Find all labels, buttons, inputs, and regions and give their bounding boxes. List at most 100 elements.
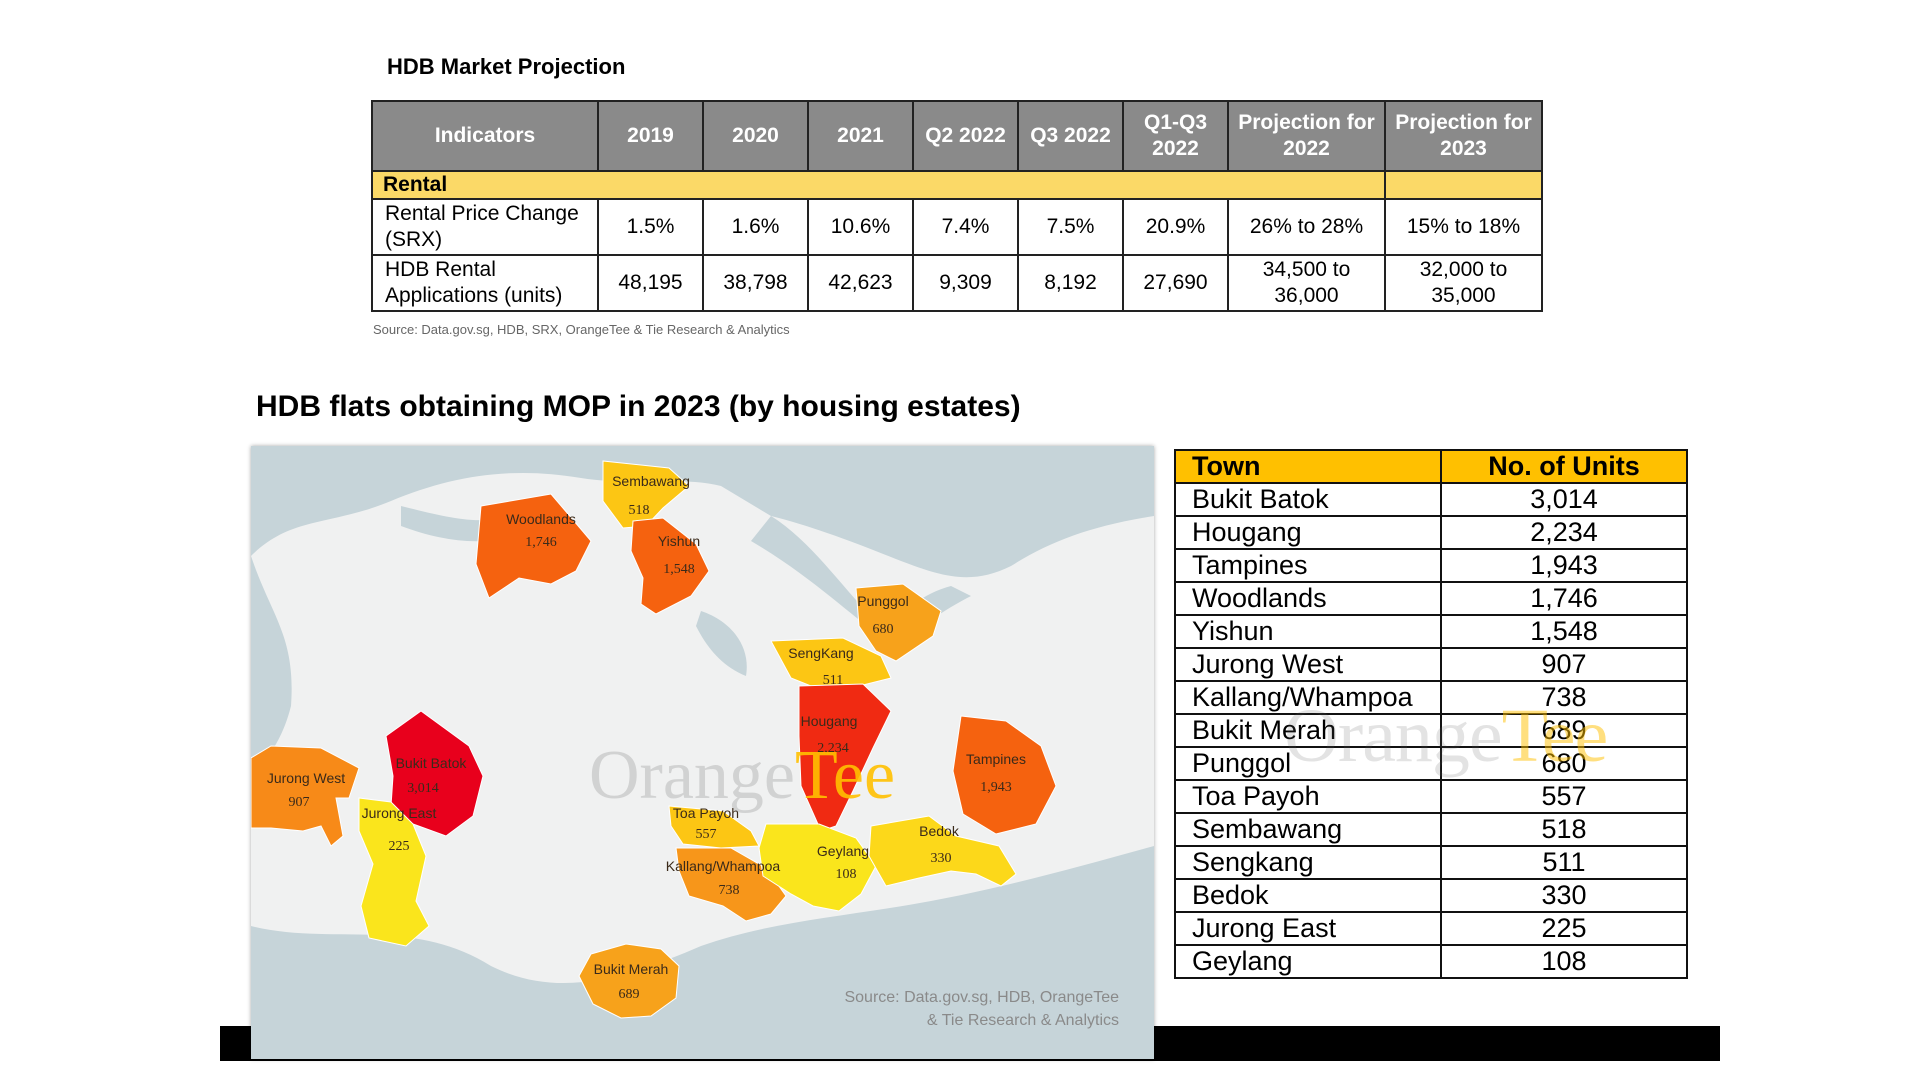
projection-table: Indicators 2019 2020 2021 Q2 2022 Q3 202… <box>371 100 1543 312</box>
map-sea-north <box>251 446 1154 578</box>
header-2019: 2019 <box>597 100 704 172</box>
bukit-batok-value: 3,014 <box>407 781 439 796</box>
value-cell: 7.4% <box>912 198 1019 256</box>
value-cell: 9,309 <box>912 254 1019 312</box>
table-row: Rental Price Change (SRX) 1.5% 1.6% 10.6… <box>371 198 1543 256</box>
header-2020: 2020 <box>702 100 809 172</box>
header-projection-2023: Projection for 2023 <box>1384 100 1543 172</box>
table-row: Woodlands 1,746 <box>1174 581 1688 616</box>
section-label: Rental <box>371 170 1386 200</box>
units-cell: 225 <box>1440 911 1688 946</box>
town-cell: Jurong West <box>1174 647 1442 682</box>
units-cell: 1,943 <box>1440 548 1688 583</box>
value-cell: 20.9% <box>1122 198 1229 256</box>
map-sea-south <box>251 846 1154 1059</box>
singapore-map: Woodlands 1,746 Sembawang 518 Yishun 1,5… <box>251 446 1154 1059</box>
table-row: Punggol 680 <box>1174 746 1688 781</box>
value-cell: 1.5% <box>597 198 704 256</box>
units-cell: 1,548 <box>1440 614 1688 649</box>
town-cell: Jurong East <box>1174 911 1442 946</box>
sengkang-name: SengKang <box>788 645 853 661</box>
table-row: Bukit Merah 689 <box>1174 713 1688 748</box>
bukit-merah-value: 689 <box>619 987 640 1002</box>
units-header: No. of Units <box>1440 449 1688 484</box>
units-table: Town No. of Units Bukit Batok 3,014 Houga… <box>1174 449 1688 979</box>
table-row: Sembawang 518 <box>1174 812 1688 847</box>
hougang-value: 2,234 <box>817 741 849 756</box>
bedok-value: 330 <box>931 851 952 866</box>
units-cell: 2,234 <box>1440 515 1688 550</box>
indicator-cell: HDB Rental Applications (units) <box>371 254 599 312</box>
yishun-region <box>630 517 710 615</box>
hougang-region <box>798 683 892 832</box>
table-row: Bedok 330 <box>1174 878 1688 913</box>
value-cell: 42,623 <box>807 254 914 312</box>
yishun-name: Yishun <box>658 533 700 549</box>
value-cell: 7.5% <box>1017 198 1124 256</box>
town-cell: Yishun <box>1174 614 1442 649</box>
woodlands-value: 1,746 <box>525 535 557 550</box>
units-cell: 518 <box>1440 812 1688 847</box>
indicator-cell: Rental Price Change (SRX) <box>371 198 599 256</box>
town-cell: Woodlands <box>1174 581 1442 616</box>
projection-source-note: Source: Data.gov.sg, HDB, SRX, OrangeTee… <box>373 322 790 337</box>
town-cell: Tampines <box>1174 548 1442 583</box>
jurong-west-name: Jurong West <box>267 770 345 786</box>
town-cell: Bedok <box>1174 878 1442 913</box>
bukit-merah-region <box>578 943 680 1019</box>
section-empty-cell <box>1384 170 1543 200</box>
value-cell: 48,195 <box>597 254 704 312</box>
units-header-row: Town No. of Units <box>1174 449 1688 484</box>
units-cell: 738 <box>1440 680 1688 715</box>
table-row: Toa Payoh 557 <box>1174 779 1688 814</box>
value-cell: 10.6% <box>807 198 914 256</box>
kallang-whampoa-region <box>675 847 787 922</box>
projection-header-row: Indicators 2019 2020 2021 Q2 2022 Q3 202… <box>371 100 1543 172</box>
punggol-region <box>855 583 942 662</box>
header-indicators: Indicators <box>371 100 599 172</box>
jurong-west-value: 907 <box>289 795 310 810</box>
town-cell: Hougang <box>1174 515 1442 550</box>
header-2021: 2021 <box>807 100 914 172</box>
jurong-east-value: 225 <box>389 839 410 854</box>
projection-title: HDB Market Projection <box>387 54 626 79</box>
map-watermark-logo: OrangeTee <box>589 737 895 814</box>
sengkang-value: 511 <box>823 673 843 688</box>
bedok-name: Bedok <box>919 823 960 839</box>
tampines-value: 1,943 <box>980 780 1012 795</box>
mop-title: HDB flats obtaining MOP in 2023 (by hous… <box>256 390 1021 423</box>
tampines-name: Tampines <box>966 751 1026 767</box>
section-row-rental: Rental <box>371 170 1543 200</box>
punggol-name: Punggol <box>857 593 908 609</box>
table-row: HDB Rental Applications (units) 48,195 3… <box>371 254 1543 312</box>
bedok-region <box>868 815 1017 887</box>
table-row: Jurong East 225 <box>1174 911 1688 946</box>
units-cell: 511 <box>1440 845 1688 880</box>
geylang-value: 108 <box>836 867 857 882</box>
table-row: Tampines 1,943 <box>1174 548 1688 583</box>
sembawang-value: 518 <box>629 503 650 518</box>
units-cell: 557 <box>1440 779 1688 814</box>
value-cell: 32,000 to 35,000 <box>1384 254 1543 312</box>
kallang-name: Kallang/Whampoa <box>666 858 781 874</box>
value-cell: 1.6% <box>702 198 809 256</box>
jurong-west-region <box>251 745 360 847</box>
town-cell: Geylang <box>1174 944 1442 979</box>
town-cell: Punggol <box>1174 746 1442 781</box>
town-cell: Toa Payoh <box>1174 779 1442 814</box>
units-cell: 907 <box>1440 647 1688 682</box>
table-row: Sengkang 511 <box>1174 845 1688 880</box>
town-cell: Bukit Batok <box>1174 482 1442 517</box>
bukit-batok-name: Bukit Batok <box>396 755 468 771</box>
town-cell: Bukit Merah <box>1174 713 1442 748</box>
yishun-value: 1,548 <box>663 562 695 577</box>
toa-payoh-region <box>668 805 760 849</box>
toa-payoh-name: Toa Payoh <box>673 805 739 821</box>
units-cell: 108 <box>1440 944 1688 979</box>
table-row: Yishun 1,548 <box>1174 614 1688 649</box>
sengkang-region <box>770 637 892 689</box>
town-header: Town <box>1174 449 1442 484</box>
bukit-batok-region <box>385 710 484 837</box>
map-sea-west <box>251 556 292 776</box>
town-cell: Kallang/Whampoa <box>1174 680 1442 715</box>
